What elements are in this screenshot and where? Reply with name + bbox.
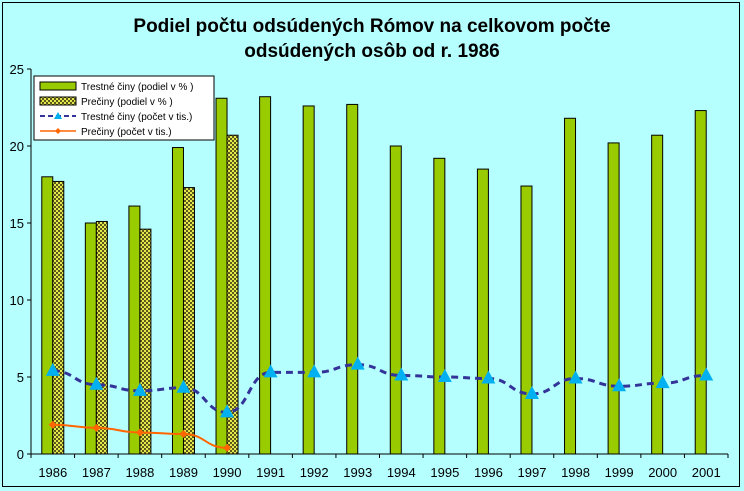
bar-trestne-ciny (171, 147, 184, 455)
x-tick-label: 2000 (648, 465, 677, 480)
x-tick-label: 1998 (561, 465, 590, 480)
bar-trestne-ciny (259, 96, 272, 455)
x-tick-label: 1999 (605, 465, 634, 480)
trestne-ciny-pocet-marker (524, 385, 539, 399)
bar-trestne-ciny (651, 134, 664, 455)
chart-title: Podiel počtu odsúdených Rómov na celkovo… (0, 14, 744, 64)
trestne-ciny-pocet-marker (350, 356, 365, 370)
trestne-ciny-pocet-marker (568, 370, 583, 384)
trestne-ciny-pocet-marker (176, 379, 191, 393)
legend-marker (54, 112, 62, 119)
trestne-ciny-pocet-marker (89, 376, 104, 390)
y-tick-label: 25 (10, 62, 24, 77)
legend-swatch (39, 96, 77, 106)
trestne-ciny-pocet-marker (481, 370, 496, 384)
trestne-ciny-pocet-marker (699, 367, 714, 381)
x-tick-label: 2001 (692, 465, 721, 480)
preciny-pocet-marker (223, 443, 232, 452)
trestne-ciny-pocet-marker (612, 378, 627, 392)
trestne-ciny-pocet-marker (220, 404, 235, 418)
x-tick-label: 1988 (125, 465, 154, 480)
x-tick-label: 1994 (387, 465, 416, 480)
x-tick-label: 1986 (38, 465, 67, 480)
trestne-ciny-pocet-marker (307, 364, 322, 378)
x-tick-label: 1995 (430, 465, 459, 480)
trestne-ciny-pocet-marker (394, 367, 409, 381)
bar-preciny (182, 187, 195, 455)
preciny-pocet-marker (179, 429, 188, 438)
legend-marker (55, 128, 61, 134)
bar-trestne-ciny (128, 205, 141, 455)
preciny-pocet-marker (92, 423, 101, 432)
x-tick-label: 1992 (300, 465, 329, 480)
trestne-ciny-pocet-marker (132, 382, 147, 396)
bar-preciny (139, 228, 152, 455)
preciny-pocet-marker (48, 420, 57, 429)
x-tick-label: 1997 (518, 465, 547, 480)
bar-trestne-ciny (694, 110, 707, 455)
trestne-ciny-pocet-marker (655, 375, 670, 389)
y-tick-label: 0 (17, 447, 24, 462)
bar-trestne-ciny (433, 157, 446, 455)
trestne-ciny-pocet-marker (45, 362, 60, 376)
bar-trestne-ciny (41, 176, 54, 455)
preciny-pocet-marker (135, 428, 144, 437)
bar-trestne-ciny (476, 168, 489, 455)
trestne-ciny-pocet-marker (437, 369, 452, 382)
bar-trestne-ciny (520, 185, 533, 455)
bar-trestne-ciny (346, 103, 359, 455)
bar-trestne-ciny (564, 117, 577, 455)
y-tick-label: 10 (10, 293, 24, 308)
bar-preciny (226, 134, 239, 455)
chart-title-line2: odsúdených osôb od r. 1986 (244, 41, 500, 62)
x-tick-label: 1993 (343, 465, 372, 480)
x-tick-label: 1987 (82, 465, 111, 480)
y-tick-label: 20 (10, 139, 24, 154)
x-tick-label: 1991 (256, 465, 285, 480)
bar-trestne-ciny (84, 222, 97, 455)
legend-swatch (39, 81, 77, 91)
y-tick-label: 5 (17, 370, 24, 385)
bar-preciny (95, 220, 108, 455)
trestne-ciny-pocet-marker (263, 364, 278, 378)
legend-label: Prečiny (podiel v % ) (81, 97, 173, 108)
bar-trestne-ciny (389, 145, 402, 455)
bar-trestne-ciny (215, 97, 228, 455)
x-tick-label: 1996 (474, 465, 503, 480)
x-tick-label: 1989 (169, 465, 198, 480)
trestne-ciny-pocet-line (52, 363, 707, 414)
plot-area: 0 5 10 15 20 25 1986 1987 1988 1989 1990 1991 1992 19… (10, 62, 729, 480)
legend-label: Prečiny (počet v tis.) (81, 127, 172, 138)
chart-title-line1: Podiel počtu odsúdených Rómov na celkovo… (133, 16, 611, 37)
bar-preciny (52, 180, 65, 455)
y-tick-label: 15 (10, 216, 24, 231)
legend: Trestné činy (podiel v % ) Prečiny (podie… (33, 75, 215, 141)
legend-label: Trestné činy (podiel v % ) (81, 82, 193, 93)
x-tick-label: 1990 (213, 465, 242, 480)
bar-trestne-ciny (607, 142, 620, 455)
legend-label: Trestné činy (počet v tis.) (81, 112, 192, 123)
bar-trestne-ciny (302, 105, 315, 455)
